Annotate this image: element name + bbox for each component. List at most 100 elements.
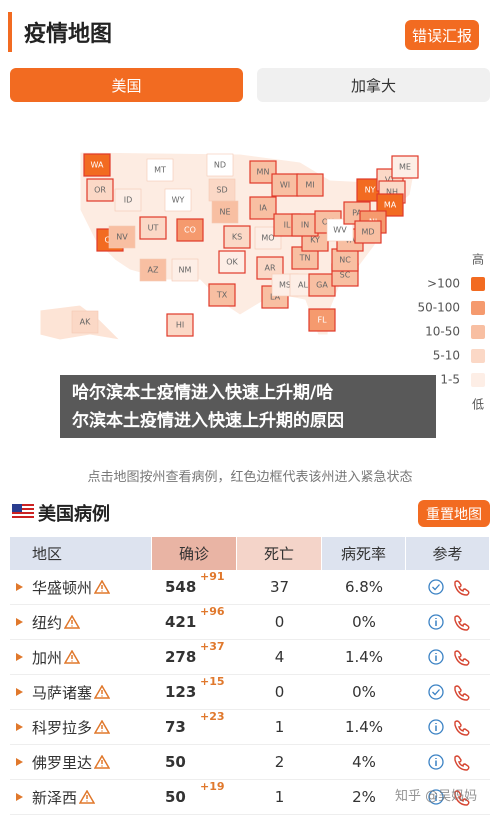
state-area <box>308 308 336 332</box>
title-accent <box>8 12 12 52</box>
column-header: 病死率 <box>322 537 405 570</box>
fatality-rate: 0% <box>352 683 376 701</box>
state-area <box>146 158 174 182</box>
confirmed: 50 <box>165 788 186 806</box>
expand-arrow[interactable] <box>15 792 25 802</box>
row-divider <box>10 604 490 605</box>
region-name[interactable]: 加州 <box>32 640 81 674</box>
state-label: SC <box>340 271 351 280</box>
report-button[interactable]: 错误汇报 <box>405 20 479 50</box>
region-name[interactable]: 佛罗里达 <box>32 745 111 779</box>
region-name[interactable]: 新泽西 <box>32 780 96 814</box>
state-label: IN <box>301 221 309 230</box>
reference-icons[interactable] <box>428 577 478 597</box>
row-divider <box>10 674 490 675</box>
state-label: WY <box>172 196 185 205</box>
region-name[interactable]: 科罗拉多 <box>32 710 111 744</box>
tab-usa[interactable]: 美国 <box>10 68 243 102</box>
state-label: NY <box>365 186 376 195</box>
state-area <box>208 283 236 307</box>
state-area <box>139 216 167 240</box>
state-label: UT <box>148 224 159 233</box>
region-name[interactable]: 纽约 <box>32 605 81 639</box>
us-flag <box>12 504 34 519</box>
phone-icon <box>454 615 470 631</box>
column-header: 参考 <box>406 537 489 570</box>
deaths: 0 <box>274 613 285 631</box>
expand-arrow[interactable] <box>15 617 25 627</box>
reference-icons[interactable] <box>428 647 478 667</box>
state-label: KY <box>310 236 320 245</box>
phone-icon <box>454 685 470 701</box>
check-mark <box>432 689 440 696</box>
legend-label: 50-100 <box>417 301 460 315</box>
state-label: IL <box>284 221 291 230</box>
deaths: 4 <box>274 648 285 666</box>
state-label: WA <box>91 161 104 170</box>
state-label: OR <box>94 186 106 195</box>
state-area <box>211 200 239 224</box>
state-label: NH <box>386 188 398 197</box>
arrow-shape <box>16 688 23 696</box>
info-circle <box>428 579 444 595</box>
tab-canada[interactable]: 加拿大 <box>257 68 490 102</box>
state-area <box>171 258 199 282</box>
expand-arrow[interactable] <box>15 757 25 767</box>
state-label: MS <box>279 281 291 290</box>
warning-shape <box>94 720 111 734</box>
arrow-shape <box>16 583 23 591</box>
expand-arrow[interactable] <box>15 582 25 592</box>
row-divider <box>10 744 490 745</box>
column-header: 死亡 <box>237 537 321 570</box>
state-label: TN <box>299 254 311 263</box>
confirmed: 50 <box>165 753 186 771</box>
reference-icons[interactable] <box>428 682 478 702</box>
state-label: SD <box>216 186 227 195</box>
legend-label: 10-50 <box>425 325 460 339</box>
state-area <box>71 310 99 334</box>
expand-arrow[interactable] <box>15 652 25 662</box>
state-label: NE <box>219 208 230 217</box>
state-label: MN <box>257 168 270 177</box>
us-map[interactable]: WAORCANVIDMTWYUTAZNMCONDSDNEKSOKTXMNIAMO… <box>0 140 500 420</box>
warning-shape <box>94 580 111 594</box>
info-circle <box>428 789 444 805</box>
deaths: 37 <box>269 578 290 596</box>
confirmed-increase: +19 <box>200 779 225 793</box>
warning-icon <box>94 720 111 734</box>
state-label: WV <box>333 226 347 235</box>
state-label: AZ <box>148 266 159 275</box>
confirmed-increase: +96 <box>200 604 225 618</box>
arrow-shape <box>16 758 23 766</box>
arrow-shape <box>16 618 23 626</box>
confirmed: 73 <box>165 718 186 736</box>
state-area <box>139 258 167 282</box>
state-label: MI <box>305 181 314 190</box>
confirmed-increase: +91 <box>200 569 225 583</box>
reference-icons[interactable] <box>428 612 478 632</box>
confirmed: 548 <box>165 578 197 596</box>
legend-label: 5-10 <box>433 349 460 363</box>
phone-icon <box>454 580 470 596</box>
state-area <box>218 250 246 274</box>
reference-icons[interactable] <box>428 787 478 807</box>
state-area <box>249 196 277 220</box>
region-name[interactable]: 马萨诸塞 <box>32 675 111 709</box>
state-label: NC <box>339 256 351 265</box>
fatality-rate: 0% <box>352 613 376 631</box>
state-label: CO <box>184 226 196 235</box>
expand-arrow[interactable] <box>15 687 25 697</box>
expand-arrow[interactable] <box>15 722 25 732</box>
page-title: 疫情地图 <box>24 22 113 47</box>
state-area <box>164 188 192 212</box>
warning-shape <box>64 650 81 664</box>
state-label: MT <box>154 166 166 175</box>
reference-icons[interactable] <box>428 752 478 772</box>
region-name[interactable]: 华盛顿州 <box>32 570 111 604</box>
reference-icons[interactable] <box>428 717 478 737</box>
state-label: ME <box>399 163 411 172</box>
state-area <box>166 313 194 337</box>
state-area <box>249 160 277 184</box>
reset-button[interactable]: 重置地图 <box>418 500 490 527</box>
